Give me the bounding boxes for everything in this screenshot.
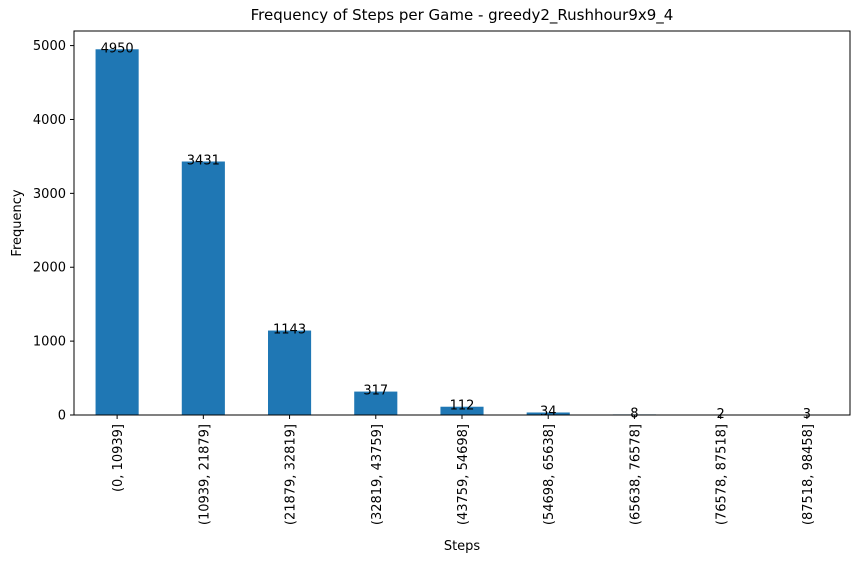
bar-value-label: 2 [717, 407, 725, 422]
bar-value-label: 8 [630, 406, 638, 421]
bar-value-label: 112 [450, 399, 475, 414]
bar [354, 391, 398, 415]
bar [440, 406, 484, 415]
y-tick-label: 2000 [33, 261, 66, 276]
x-tick-label: (54698, 65638] [542, 424, 557, 525]
y-axis: 0 1000 2000 3000 4000 5000 [33, 39, 74, 424]
bar [95, 49, 139, 416]
y-tick-label: 0 [58, 409, 66, 424]
x-tick-label: (76578, 87518] [715, 424, 730, 525]
bars-layer [95, 49, 829, 416]
bar-value-label: 1143 [273, 323, 306, 338]
bar [526, 412, 570, 415]
x-tick-label: (10939, 21879] [197, 424, 212, 525]
y-axis-title: Frequency [10, 189, 25, 256]
y-tick-label: 3000 [33, 187, 66, 202]
bar [181, 161, 225, 415]
bar [268, 330, 312, 415]
x-tick-label: (43759, 54698] [456, 424, 471, 525]
data-labels-layer: 4950 3431 1143 317 112 34 8 2 3 [101, 41, 811, 422]
y-tick-label: 1000 [33, 335, 66, 350]
bar-value-label: 3 [803, 407, 811, 422]
bar-value-label: 317 [363, 384, 388, 399]
x-tick-label: (21879, 32819] [284, 424, 299, 525]
x-tick-label: (65638, 76578] [628, 424, 643, 525]
chart-title: Frequency of Steps per Game - greedy2_Ru… [251, 6, 674, 25]
bar-value-label: 3431 [187, 154, 220, 169]
x-axis-title: Steps [444, 539, 481, 554]
bar-value-label: 4950 [101, 41, 134, 56]
x-tick-label: (0, 10939] [111, 424, 126, 492]
y-tick-label: 5000 [33, 39, 66, 54]
y-tick-label: 4000 [33, 113, 66, 128]
x-tick-label: (87518, 98458] [801, 424, 816, 525]
x-axis: (0, 10939] (10939, 21879] (21879, 32819] (3… [111, 415, 816, 525]
bar-value-label: 34 [540, 404, 557, 419]
x-tick-label: (32819, 43759] [370, 424, 385, 525]
